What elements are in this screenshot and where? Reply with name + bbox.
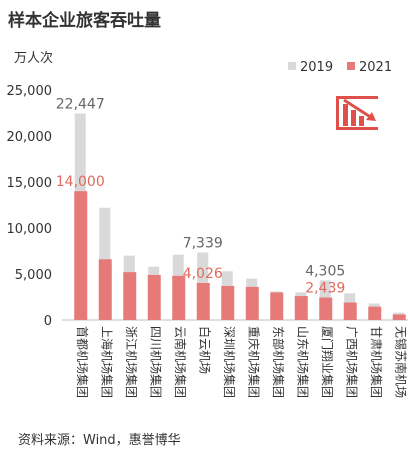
y-tick-label: 25,000	[7, 84, 53, 99]
y-tick-label: 15,000	[7, 176, 53, 191]
bar-2021	[147, 274, 161, 320]
legend-label-2019: 2019	[300, 60, 333, 75]
data-label-2019: 7,339	[183, 235, 223, 251]
category-label: 白云机场	[197, 326, 212, 374]
bar-2021	[270, 292, 284, 320]
y-tick-label: 5,000	[15, 268, 52, 283]
category-label: 甘肃机场集团	[369, 326, 384, 398]
icon-frame-top	[336, 96, 378, 99]
y-tick-label: 0	[44, 314, 52, 329]
bar-2021	[221, 285, 235, 320]
category-label: 广西机场集团	[344, 326, 359, 398]
bar-2021	[392, 314, 406, 320]
icon-bar-3	[359, 116, 364, 126]
bar-2021	[368, 306, 382, 320]
category-label: 首都机场集团	[75, 326, 90, 398]
category-label: 厦门翔业集团	[320, 326, 335, 398]
legend-swatch-2021	[347, 62, 355, 70]
y-tick-label: 20,000	[7, 130, 53, 145]
data-label-2019: 22,447	[56, 96, 105, 112]
bar-2021	[319, 297, 333, 320]
category-label: 浙江机场集团	[124, 326, 139, 398]
declining-bar-chart-icon	[336, 96, 378, 130]
category-label: 山东机场集团	[295, 326, 310, 398]
bar-2021	[172, 275, 186, 320]
category-label: 重庆机场集团	[246, 326, 261, 398]
data-label-2021: 14,000	[56, 174, 105, 190]
y-tick-label: 10,000	[7, 222, 53, 237]
bar-2021	[123, 272, 137, 320]
bar-2021	[98, 259, 112, 320]
category-label: 无锡苏南机场	[393, 326, 408, 398]
category-label: 云南机场集团	[173, 326, 188, 398]
icon-bar-2	[351, 110, 356, 126]
data-label-2019: 4,305	[305, 263, 345, 279]
bar-2021	[74, 191, 88, 320]
legend-swatch-2019	[288, 62, 296, 70]
y-axis-unit-label: 万人次	[14, 51, 54, 66]
bar-2021	[245, 286, 259, 320]
icon-trend-arrow	[343, 98, 373, 120]
category-label: 东部机场集团	[271, 326, 286, 398]
bar-2021	[196, 282, 210, 320]
icon-frame-left	[336, 96, 339, 130]
category-label: 上海机场集团	[99, 326, 114, 398]
legend-label-2021: 2021	[359, 60, 392, 75]
bar-2021	[343, 302, 357, 320]
data-label-2021: 4,026	[183, 266, 223, 282]
icon-frame-bottom	[336, 127, 378, 130]
category-label: 深圳机场集团	[222, 326, 237, 398]
data-label-2021: 2,439	[305, 281, 345, 297]
category-label: 四川机场集团	[148, 326, 163, 398]
bar-2021	[294, 296, 308, 320]
chart-title: 样本企业旅客吞吐量	[8, 11, 161, 31]
source-note: 资料来源：Wind，惠誉博华	[18, 433, 181, 448]
icon-arrow-head	[366, 112, 376, 121]
icon-bar-1	[343, 104, 348, 126]
